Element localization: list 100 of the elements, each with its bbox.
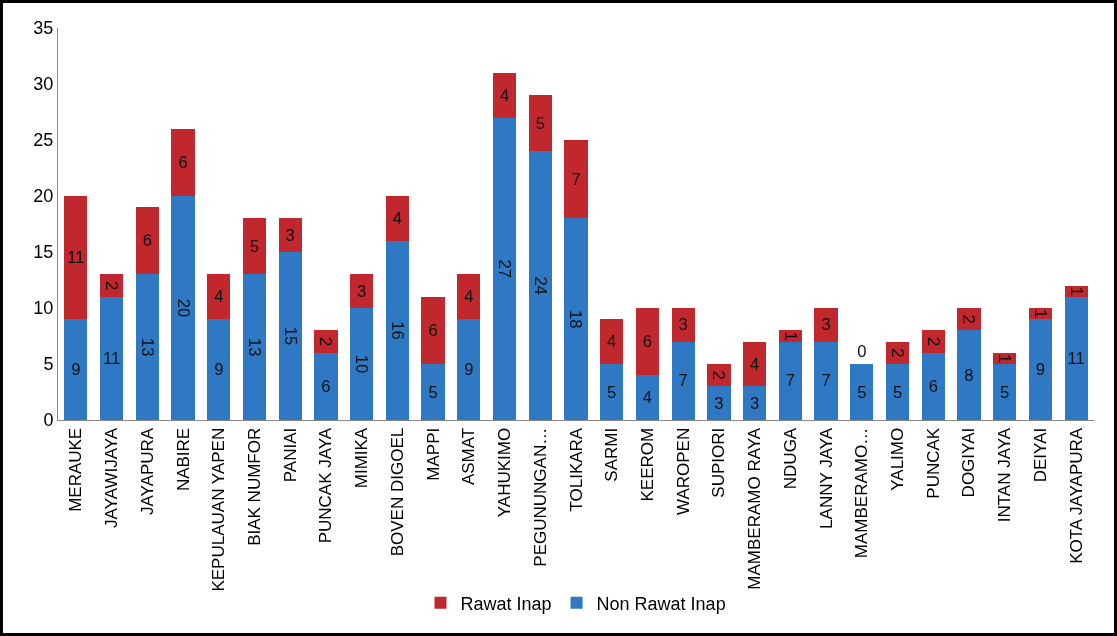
data-label: 3 (750, 393, 760, 413)
data-label: 0 (857, 342, 867, 362)
bar (314, 352, 338, 420)
x-tick-label: WAROPEN (673, 427, 693, 516)
data-label: 18 (566, 309, 586, 329)
data-label: 13 (137, 337, 157, 357)
bar (457, 319, 481, 420)
data-label: 3 (821, 315, 831, 335)
data-label: 3 (285, 225, 295, 245)
data-label: 6 (928, 376, 938, 396)
bar (457, 274, 481, 320)
bar (528, 95, 552, 152)
x-tick-label: BIAK NUMFOR (245, 427, 265, 546)
x-tick-label: MAMBERAMO… (852, 427, 872, 559)
bar (421, 364, 445, 420)
legend-label: Rawat Inap (460, 593, 552, 614)
y-tick-label: 35 (33, 18, 54, 39)
bar (778, 341, 802, 420)
data-label: 16 (387, 321, 407, 340)
bar (957, 330, 981, 420)
data-label: 15 (280, 326, 300, 346)
data-label: 20 (173, 298, 193, 318)
data-label: 6 (428, 320, 438, 340)
data-label: 5 (607, 382, 617, 402)
data-label: 1 (1066, 286, 1086, 296)
x-tick-label: MIMIKA (352, 427, 372, 489)
data-label: 4 (607, 332, 617, 352)
data-label: 8 (964, 365, 974, 385)
x-tick-label: KEPULAUAN YAPEN (209, 427, 229, 592)
data-label: 5 (892, 382, 903, 402)
bar (671, 308, 695, 342)
x-tick-label: SARMI (602, 427, 622, 482)
bar (385, 196, 409, 241)
data-label: 6 (178, 152, 188, 172)
bar (99, 274, 124, 297)
y-tick-label: 10 (33, 298, 54, 319)
data-label: 4 (464, 287, 474, 307)
bar (814, 341, 838, 420)
x-tick-label: NABIRE (173, 427, 193, 492)
bar (671, 341, 695, 420)
data-label: 10 (352, 354, 372, 374)
data-label: 27 (495, 259, 515, 279)
data-label: 2 (102, 280, 122, 291)
data-label: 3 (714, 393, 724, 413)
x-tick-label: DOGIYAI (959, 427, 979, 498)
y-tick-label: 30 (33, 74, 54, 95)
data-label: 7 (785, 371, 795, 391)
x-tick-label: BOVEN DIGOEL (387, 427, 407, 557)
bar (993, 364, 1017, 420)
x-tick-label: PUNCAK (923, 427, 943, 499)
bar (350, 308, 374, 420)
data-label: 3 (678, 315, 688, 335)
bar (814, 308, 838, 342)
bar (207, 274, 231, 320)
bar (850, 364, 874, 420)
data-label: 7 (821, 371, 831, 391)
x-tick-label: KOTA JAYAPURA (1066, 427, 1086, 564)
data-label: 6 (321, 376, 331, 396)
data-label: 4 (750, 354, 760, 374)
bar (135, 207, 159, 275)
bar (64, 196, 88, 320)
x-tick-label: INTAN JAYA (995, 427, 1015, 523)
data-label: 24 (530, 276, 550, 295)
data-label: 2 (959, 314, 979, 324)
data-label: 9 (1035, 360, 1046, 380)
bar (350, 274, 374, 308)
x-tick-label: JAYAWIJAYA (102, 427, 122, 528)
bar (242, 274, 267, 420)
y-tick-label: 25 (33, 130, 54, 151)
bar (600, 364, 624, 420)
bar (207, 319, 231, 420)
bar (421, 296, 445, 364)
bar (1028, 319, 1053, 420)
data-label: 5 (535, 113, 545, 133)
data-label: 2 (887, 348, 907, 358)
x-tick-label: MAMBERAMO RAYA (745, 427, 765, 590)
data-label: 11 (67, 248, 85, 268)
data-label: 2 (709, 370, 729, 380)
bar (600, 319, 624, 364)
bar (64, 319, 88, 420)
data-label: 1 (780, 331, 800, 341)
data-label: 13 (244, 337, 264, 357)
data-label: 2 (923, 336, 943, 347)
data-label: 4 (642, 388, 653, 408)
data-label: 5 (857, 382, 867, 402)
data-label: 4 (392, 208, 402, 228)
x-tick-label: DEIYAI (1030, 427, 1050, 483)
data-label: 9 (464, 360, 474, 380)
data-label: 11 (102, 348, 121, 368)
x-tick-label: MERAUKE (66, 427, 86, 512)
data-label: 1 (1030, 308, 1050, 319)
data-label: 3 (357, 281, 367, 301)
y-tick-label: 0 (43, 410, 54, 431)
data-label: 6 (642, 332, 653, 352)
bar (635, 375, 660, 420)
bar (921, 352, 945, 420)
bar (564, 140, 588, 219)
x-tick-label: YAHUKIMO (495, 427, 515, 518)
bar (171, 196, 195, 420)
bar (743, 341, 767, 387)
